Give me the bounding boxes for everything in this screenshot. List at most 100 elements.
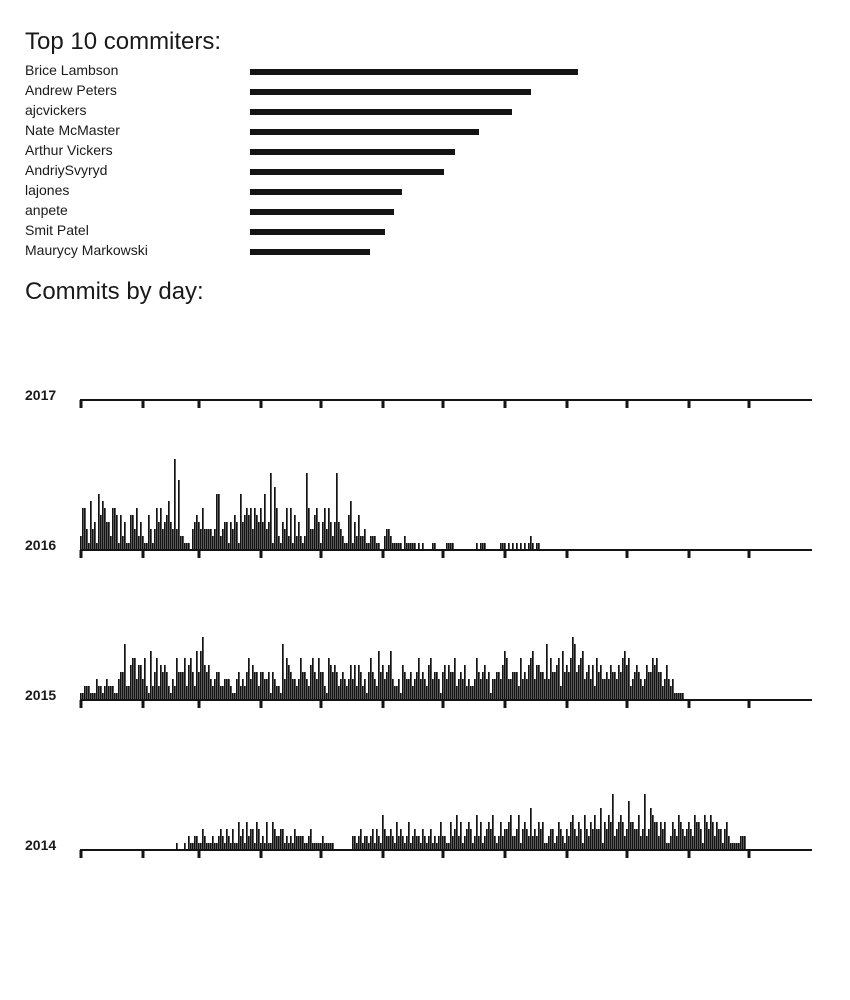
day-bar (436, 672, 438, 700)
day-bar (182, 672, 184, 700)
day-bar (404, 843, 406, 850)
day-bar (532, 836, 534, 850)
day-bar (602, 843, 604, 850)
day-bar (690, 829, 692, 850)
day-bar (700, 829, 702, 850)
day-bar (412, 543, 414, 550)
day-bar (286, 836, 288, 850)
day-bar (622, 658, 624, 700)
day-bar (544, 679, 546, 700)
day-bar (402, 836, 404, 850)
day-bar (616, 679, 618, 700)
day-bar (184, 543, 186, 550)
day-bar (400, 543, 402, 550)
day-bar (118, 679, 120, 700)
day-bar (468, 822, 470, 850)
day-bar (394, 686, 396, 700)
day-bar (550, 658, 552, 700)
day-bar (312, 529, 314, 550)
day-bar (444, 836, 446, 850)
day-bar (398, 679, 400, 700)
committer-row: Arthur Vickers (0, 140, 850, 160)
day-bar (482, 672, 484, 700)
day-bar (596, 658, 598, 700)
day-bar (266, 679, 268, 700)
committer-name: Maurycy Markowski (25, 242, 148, 258)
day-bar (368, 543, 370, 550)
day-bar (118, 543, 120, 550)
day-bar (314, 672, 316, 700)
committer-name: Nate McMaster (25, 122, 120, 138)
day-bar (106, 522, 108, 550)
day-bar (108, 522, 110, 550)
day-bar (404, 536, 406, 550)
day-bar (390, 536, 392, 550)
day-bar (494, 679, 496, 700)
day-bar (614, 672, 616, 700)
day-bar (124, 522, 126, 550)
day-bar (202, 637, 204, 700)
day-bar (430, 829, 432, 850)
day-bar (274, 829, 276, 850)
day-bar (442, 672, 444, 700)
day-bar (216, 843, 218, 850)
day-bar (648, 672, 650, 700)
day-bar (530, 808, 532, 850)
day-bar (208, 665, 210, 700)
day-bar (96, 679, 98, 700)
day-bar (314, 515, 316, 550)
day-bar (122, 672, 124, 700)
day-bar (242, 829, 244, 850)
day-bar (464, 836, 466, 850)
day-bar (252, 529, 254, 550)
day-bar (102, 501, 104, 550)
day-bar (154, 672, 156, 700)
day-bar (634, 829, 636, 850)
day-bar (322, 836, 324, 850)
day-bar (246, 822, 248, 850)
day-bar (254, 843, 256, 850)
day-bar (186, 686, 188, 700)
day-bar (500, 543, 502, 550)
day-bar (510, 679, 512, 700)
day-bar (454, 829, 456, 850)
day-bar (244, 515, 246, 550)
day-bar (402, 665, 404, 700)
day-bar (332, 536, 334, 550)
committer-bar (250, 109, 512, 115)
day-bar (300, 658, 302, 700)
day-bar (140, 665, 142, 700)
day-bar (590, 679, 592, 700)
day-bar (298, 679, 300, 700)
day-bar (418, 658, 420, 700)
day-bar (214, 529, 216, 550)
day-bar (514, 672, 516, 700)
day-bar (188, 543, 190, 550)
day-bar (200, 843, 202, 850)
day-bar (84, 508, 86, 550)
day-bar (592, 665, 594, 700)
day-bar (418, 836, 420, 850)
day-bar (368, 672, 370, 700)
day-bar (168, 501, 170, 550)
day-bar (412, 836, 414, 850)
day-bar (178, 480, 180, 550)
day-bar (468, 679, 470, 700)
day-bar (288, 536, 290, 550)
day-bar (546, 644, 548, 700)
day-bar (208, 843, 210, 850)
day-bar (370, 536, 372, 550)
day-bar (508, 543, 510, 550)
day-bar (428, 836, 430, 850)
day-bar (172, 529, 174, 550)
day-bar (326, 693, 328, 700)
day-bar (502, 836, 504, 850)
day-bar (306, 473, 308, 550)
day-bar (588, 836, 590, 850)
day-bar (352, 679, 354, 700)
day-bar (292, 543, 294, 550)
day-bar (110, 536, 112, 550)
day-bar (362, 536, 364, 550)
day-bar (156, 508, 158, 550)
day-bar (316, 843, 318, 850)
